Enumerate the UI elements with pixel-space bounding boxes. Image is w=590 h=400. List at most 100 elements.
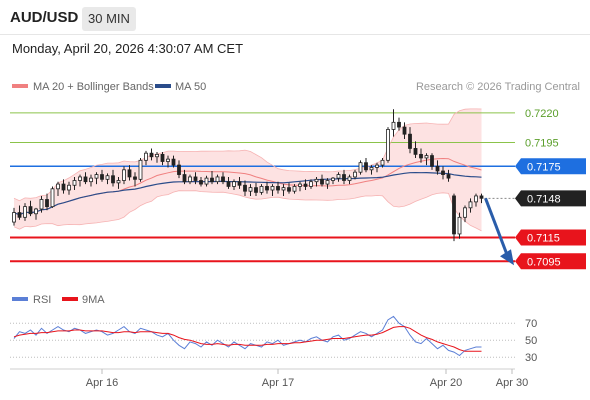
candle-body (375, 164, 379, 168)
rsi-ma-line (13, 326, 482, 352)
candle (127, 165, 132, 181)
candle (281, 184, 286, 196)
rsi-tick-30: 30 (525, 352, 537, 364)
candle-body (336, 174, 341, 179)
candle-body (397, 121, 401, 128)
candle (188, 174, 192, 185)
candle (441, 166, 445, 180)
candle-body (12, 212, 16, 223)
candle (342, 169, 346, 185)
candle (364, 157, 368, 173)
candle-body (468, 201, 473, 209)
support-label-5: 0.7095 (527, 256, 561, 268)
candle (430, 153, 434, 170)
x-tick-label-0: Apr 16 (86, 377, 118, 389)
candle-body (347, 176, 352, 181)
candle-body (446, 174, 451, 179)
candle-body (226, 181, 231, 187)
candle (111, 169, 115, 187)
candle (331, 176, 335, 185)
candle (39, 195, 44, 213)
candle (259, 184, 264, 195)
candle-body (155, 153, 159, 158)
x-tick-label-2: Apr 20 (430, 377, 462, 389)
candle-body (210, 177, 214, 183)
candle-body (342, 174, 346, 181)
resistance-label-0: 0.7220 (525, 108, 559, 120)
candle (160, 152, 165, 166)
candle (452, 193, 456, 242)
candle (34, 207, 38, 220)
candle (133, 172, 137, 187)
candle (292, 184, 297, 194)
candle-body (408, 133, 412, 149)
candle-body (298, 183, 302, 187)
candle (78, 174, 82, 187)
candle (325, 178, 330, 189)
candle-body (56, 183, 60, 190)
candle (353, 169, 357, 180)
candle-body (413, 148, 418, 155)
candle-body (364, 162, 368, 171)
candle (28, 200, 33, 217)
support-label-4: 0.7115 (527, 233, 560, 245)
rsi-tick-50: 50 (525, 335, 537, 347)
forecast-arrow-shaft (484, 197, 510, 258)
candle-body (177, 164, 181, 175)
candle-body (78, 176, 82, 181)
candle-body (45, 199, 49, 208)
candle-body (309, 181, 313, 187)
candle (105, 173, 110, 185)
candle (303, 179, 308, 190)
candle-body (380, 159, 385, 166)
candle (67, 181, 71, 195)
candle (182, 169, 187, 185)
rsi-panel: 70 50 30 (10, 315, 537, 364)
candle (226, 176, 231, 189)
candle (419, 148, 423, 163)
candle-body (369, 167, 374, 171)
candle (138, 157, 143, 182)
candle (369, 165, 374, 175)
support-label-bg-5 (515, 253, 586, 270)
candle (204, 175, 209, 187)
candle-body (122, 169, 126, 181)
candle-body (237, 181, 242, 186)
candle-body (193, 176, 198, 181)
candle-body (188, 176, 192, 183)
candle-body (430, 155, 434, 167)
candle-body (39, 199, 44, 210)
bollinger-upper-line (13, 108, 482, 202)
candle-body (254, 187, 258, 193)
candle (397, 117, 401, 131)
forecast-arrow-head (500, 249, 514, 266)
candle-body (50, 188, 55, 208)
candle-body (221, 176, 225, 183)
candle-body (303, 183, 308, 187)
symbol-title: AUD/USD (10, 9, 79, 26)
chart-header: AUD/USD 30 MIN (0, 0, 590, 34)
candle-body (314, 178, 319, 183)
candle-body (111, 175, 115, 184)
candle (336, 172, 341, 182)
candle-body (320, 178, 324, 185)
candle (413, 141, 418, 158)
candle (457, 212, 462, 239)
candle-body (259, 186, 264, 193)
candle (23, 203, 27, 221)
timeframe-button[interactable]: 30 MIN (82, 7, 136, 31)
support-label-bg-4 (515, 229, 586, 246)
candle-body (83, 176, 88, 183)
candle-body (67, 184, 71, 191)
level-labels: 0.7220 0.7195 0.7175 0.7148 0.7115 0.7095 (515, 108, 586, 270)
candle-body (391, 121, 396, 130)
candle-body (17, 212, 22, 218)
candle-body (331, 177, 335, 181)
header-divider (0, 34, 590, 35)
candle-body (292, 186, 297, 192)
candle-body (232, 181, 236, 187)
candle (215, 174, 220, 185)
candle (89, 174, 93, 187)
candle-body (457, 216, 462, 235)
